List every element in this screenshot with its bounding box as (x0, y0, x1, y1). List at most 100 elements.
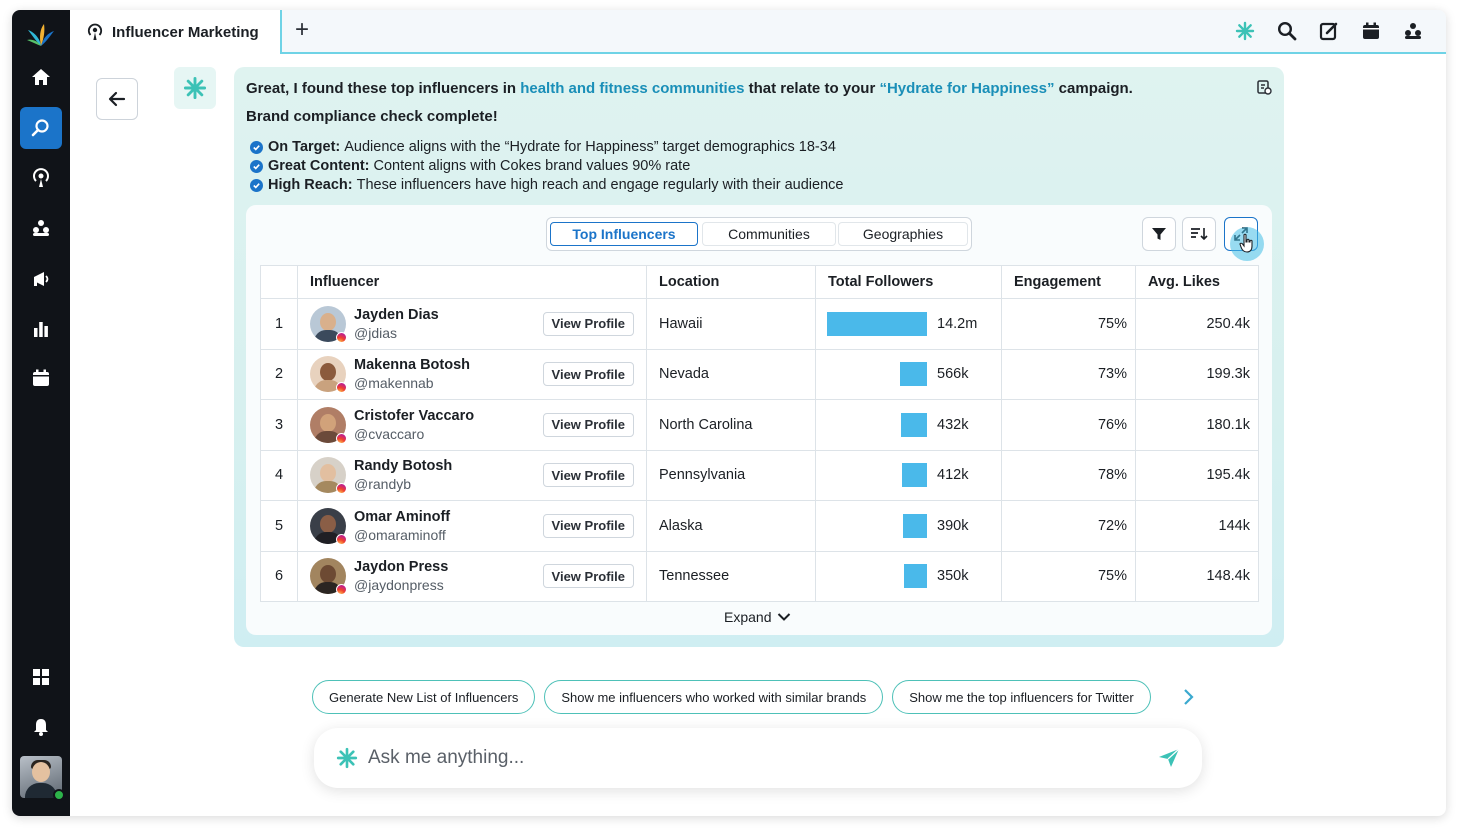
broadcast-button[interactable] (20, 157, 62, 199)
suggestion-twitter-influencers[interactable]: Show me the top influencers for Twitter (892, 680, 1151, 714)
calendar-icon (1363, 22, 1379, 39)
intro-highlight-campaign[interactable]: “Hydrate for Happiness” (879, 80, 1055, 97)
ai-sparkle-button[interactable] (1234, 20, 1256, 42)
followers-cell: 412k (815, 449, 1002, 501)
avatar-face (320, 514, 336, 533)
compose-button[interactable] (1318, 20, 1340, 42)
influencer-cell: Omar Aminoff @omaraminoff View Profile (297, 500, 647, 552)
instagram-icon (336, 584, 347, 596)
view-profile-button[interactable]: View Profile (542, 513, 634, 538)
community-top-button[interactable] (1402, 20, 1424, 42)
calendar-button[interactable] (20, 357, 62, 399)
bar-chart-icon (34, 322, 48, 337)
followers-display: 350k (816, 564, 1001, 589)
copy-icon[interactable] (1256, 79, 1272, 95)
intro-prefix: Great, I found these top influencers in (246, 80, 521, 97)
calendar-icon (33, 369, 49, 386)
influencer-cell: Jayden Dias @jdias View Profile (297, 298, 647, 350)
influencer-avatar[interactable] (310, 558, 346, 595)
engagement-cell: 76% (1001, 399, 1136, 451)
sparkle-icon (183, 76, 207, 100)
back-button[interactable] (96, 78, 138, 120)
sort-icon (1191, 228, 1208, 241)
followers-value: 390k (937, 517, 969, 534)
table-header-row: Influencer Location Total Followers Enga… (260, 265, 1259, 299)
col-header-engagement[interactable]: Engagement (1001, 265, 1136, 299)
view-profile-button[interactable]: View Profile (542, 412, 634, 437)
avatar-body (314, 481, 342, 494)
reports-button[interactable] (20, 308, 62, 350)
sparkle-icon (1235, 21, 1255, 41)
avatar-face (320, 413, 336, 432)
listening-button[interactable] (20, 107, 62, 149)
col-header-avg-likes[interactable]: Avg. Likes (1135, 265, 1259, 299)
influencer-names: Cristofer Vaccaro @cvaccaro (354, 407, 474, 443)
edit-icon (1319, 22, 1338, 41)
check-circle-icon (250, 140, 263, 154)
tab-influencer-marketing[interactable]: Influencer Marketing (70, 10, 282, 54)
table-row[interactable]: 2 Makenna Botosh @makennab View Profile … (260, 348, 1259, 400)
filter-button[interactable] (1142, 217, 1176, 251)
view-profile-button[interactable]: View Profile (542, 311, 634, 336)
influencer-names: Randy Botosh @randyb (354, 457, 452, 493)
table-row[interactable]: 1 Jayden Dias @jdias View Profile Hawaii (260, 298, 1259, 350)
influencer-handle: @cvaccaro (354, 425, 425, 442)
location-cell: Hawaii (646, 298, 816, 350)
engagement-cell: 73% (1001, 348, 1136, 400)
followers-bar (901, 412, 927, 437)
suggestion-generate-new-list[interactable]: Generate New List of Influencers (312, 680, 536, 714)
sort-button[interactable] (1182, 217, 1216, 251)
influencer-avatar[interactable] (310, 406, 346, 443)
filter-icon (1152, 228, 1166, 240)
expand-table-button[interactable]: Expand (724, 609, 791, 625)
audience-button[interactable] (20, 207, 62, 249)
followers-cell: 14.2m (815, 298, 1002, 350)
search-insights-icon (31, 119, 49, 137)
send-icon[interactable] (1158, 748, 1180, 768)
search-button[interactable] (1276, 20, 1298, 42)
tab-top-influencers[interactable]: Top Influencers (550, 222, 698, 246)
calendar-top-button[interactable] (1360, 20, 1382, 42)
influencer-avatar[interactable] (310, 305, 346, 342)
avatar-body (314, 380, 342, 393)
check-circle-icon (250, 159, 263, 173)
followers-bar (827, 311, 927, 336)
table-row[interactable]: 6 Jaydon Press @jaydonpress View Profile… (260, 550, 1259, 602)
col-header-location[interactable]: Location (646, 265, 816, 299)
home-button[interactable] (20, 56, 62, 98)
chevron-right-icon[interactable] (1180, 688, 1196, 706)
tab-bar: Influencer Marketing + (70, 10, 1446, 54)
tab-geographies[interactable]: Geographies (838, 222, 968, 246)
table-row[interactable]: 5 Omar Aminoff @omaraminoff View Profile… (260, 500, 1259, 552)
followers-bar (903, 513, 927, 538)
influencer-cell: Makenna Botosh @makennab View Profile (297, 348, 647, 400)
add-tab-button[interactable]: + (294, 16, 309, 43)
intro-highlight-communities[interactable]: health and fitness communities (520, 80, 745, 97)
tab-communities[interactable]: Communities (702, 222, 836, 246)
intro-middle: that relate to your (744, 80, 880, 97)
influencer-avatar[interactable] (310, 507, 346, 544)
ask-input[interactable] (368, 742, 1128, 774)
view-profile-button[interactable]: View Profile (542, 463, 634, 488)
brand-logo-icon[interactable] (26, 22, 56, 48)
view-profile-button[interactable]: View Profile (542, 564, 634, 589)
view-profile-button[interactable]: View Profile (542, 362, 634, 387)
row-index: 1 (260, 298, 298, 350)
campaigns-button[interactable] (20, 258, 62, 300)
table-row[interactable]: 3 Cristofer Vaccaro @cvaccaro View Profi… (260, 399, 1259, 451)
col-header-total-followers[interactable]: Total Followers (815, 265, 1002, 299)
influencer-avatar[interactable] (310, 356, 346, 393)
followers-cell: 566k (815, 348, 1002, 400)
influencer-table: Influencer Location Total Followers Enga… (260, 265, 1259, 602)
suggestion-similar-brands[interactable]: Show me influencers who worked with simi… (544, 680, 884, 714)
influencer-info: Makenna Botosh @makennab View Profile (310, 356, 646, 394)
influencer-avatar[interactable] (310, 457, 346, 494)
avg-likes-cell: 195.4k (1135, 449, 1259, 501)
influencer-results-panel: Top Influencers Communities Geographies (246, 205, 1272, 635)
apps-button[interactable] (20, 656, 62, 698)
notifications-button[interactable] (20, 706, 62, 748)
table-row[interactable]: 4 Randy Botosh @randyb View Profile Penn… (260, 449, 1259, 501)
col-header-influencer[interactable]: Influencer (297, 265, 647, 299)
check-label: High Reach: (268, 177, 353, 193)
influencer-name: Makenna Botosh (354, 357, 471, 374)
